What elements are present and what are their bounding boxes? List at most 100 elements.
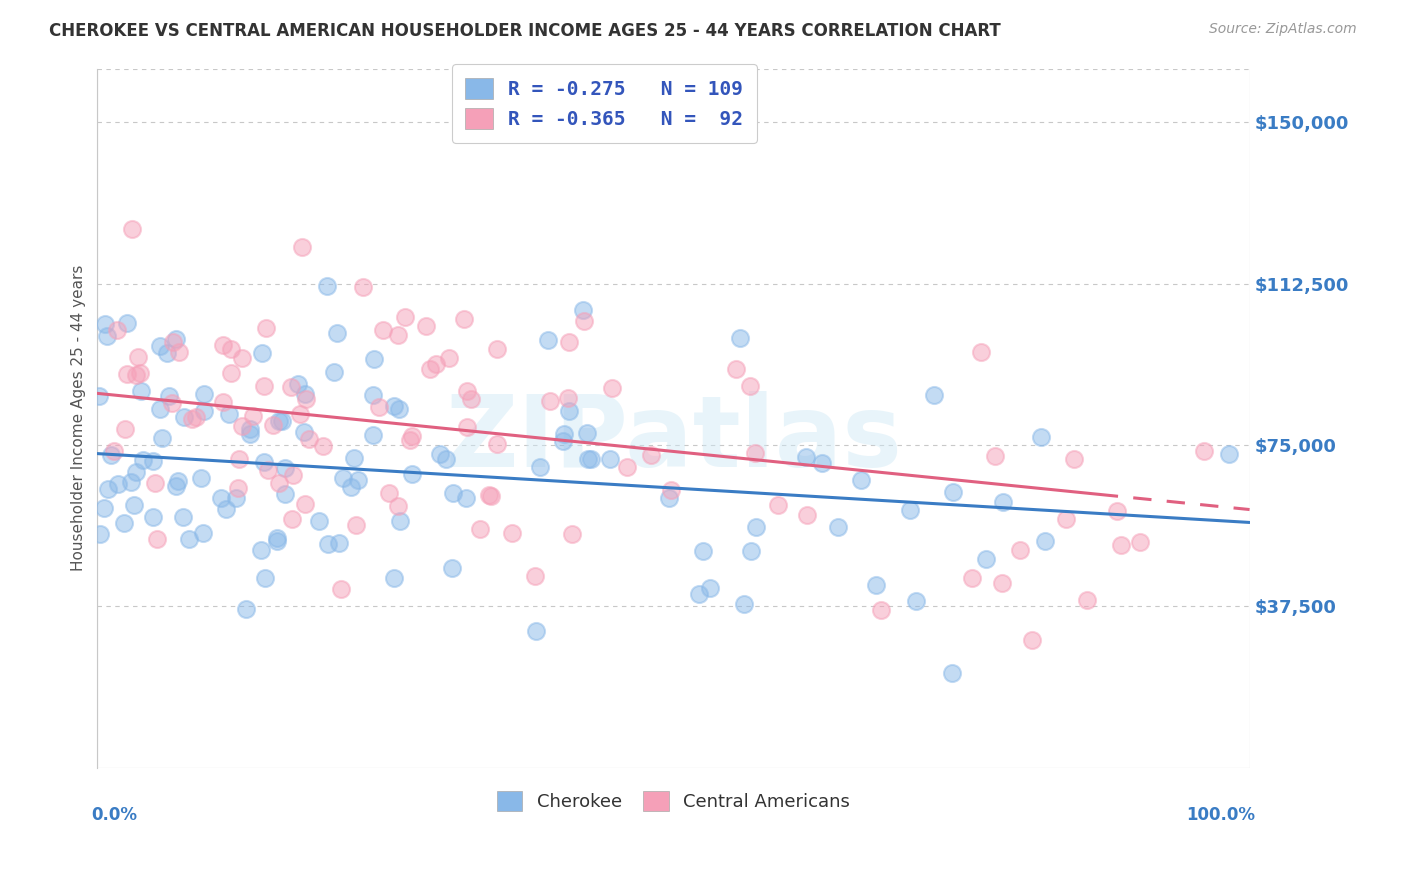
- Point: [332, 471, 354, 485]
- Point: [440, 560, 463, 574]
- Point: [941, 666, 963, 681]
- Point: [221, 366, 243, 380]
- Point: [419, 362, 441, 376]
- Point: [865, 578, 887, 592]
- Point: [115, 317, 138, 331]
- Point: [558, 404, 581, 418]
- Point: [149, 401, 172, 416]
- Point: [344, 518, 367, 533]
- Point: [312, 439, 335, 453]
- Point: [315, 279, 337, 293]
- Point: [253, 571, 276, 585]
- Point: [371, 323, 394, 337]
- Point: [984, 449, 1007, 463]
- Point: [453, 312, 475, 326]
- Point: [1129, 534, 1152, 549]
- Point: [226, 481, 249, 495]
- Point: [262, 417, 284, 432]
- Point: [115, 368, 138, 382]
- Point: [460, 392, 482, 407]
- Point: [124, 498, 146, 512]
- Point: [969, 344, 991, 359]
- Point: [689, 587, 711, 601]
- Point: [267, 415, 290, 429]
- Point: [228, 451, 250, 466]
- Point: [1054, 512, 1077, 526]
- Point: [105, 323, 128, 337]
- Point: [600, 381, 623, 395]
- Point: [401, 467, 423, 482]
- Point: [363, 388, 385, 402]
- Point: [184, 410, 207, 425]
- Point: [295, 392, 318, 406]
- Point: [142, 454, 165, 468]
- Point: [193, 525, 215, 540]
- Point: [156, 346, 179, 360]
- Point: [796, 450, 818, 464]
- Point: [616, 460, 638, 475]
- Point: [270, 414, 292, 428]
- Point: [150, 432, 173, 446]
- Point: [209, 491, 232, 505]
- Point: [429, 447, 451, 461]
- Point: [599, 452, 621, 467]
- Point: [1063, 452, 1085, 467]
- Point: [415, 319, 437, 334]
- Point: [340, 480, 363, 494]
- Point: [557, 391, 579, 405]
- Point: [235, 602, 257, 616]
- Point: [129, 384, 152, 399]
- Point: [538, 393, 561, 408]
- Point: [157, 389, 180, 403]
- Point: [94, 317, 117, 331]
- Point: [131, 452, 153, 467]
- Point: [292, 425, 315, 439]
- Point: [991, 495, 1014, 509]
- Point: [572, 302, 595, 317]
- Point: [576, 425, 599, 440]
- Text: ZIPatlas: ZIPatlas: [446, 391, 901, 488]
- Point: [851, 473, 873, 487]
- Point: [173, 409, 195, 424]
- Point: [745, 520, 768, 534]
- Point: [456, 384, 478, 398]
- Point: [1033, 533, 1056, 548]
- Point: [922, 388, 945, 402]
- Point: [294, 497, 316, 511]
- Point: [193, 386, 215, 401]
- Point: [231, 351, 253, 365]
- Point: [827, 520, 849, 534]
- Point: [212, 338, 235, 352]
- Point: [326, 326, 349, 340]
- Point: [252, 379, 274, 393]
- Text: Source: ZipAtlas.com: Source: ZipAtlas.com: [1209, 22, 1357, 37]
- Point: [267, 476, 290, 491]
- Point: [172, 510, 194, 524]
- Point: [273, 486, 295, 500]
- Point: [434, 451, 457, 466]
- Point: [97, 483, 120, 497]
- Point: [478, 488, 501, 502]
- Point: [1111, 538, 1133, 552]
- Text: 0.0%: 0.0%: [91, 806, 138, 824]
- Point: [215, 502, 238, 516]
- Point: [180, 412, 202, 426]
- Point: [1021, 632, 1043, 647]
- Point: [165, 478, 187, 492]
- Point: [576, 452, 599, 467]
- Point: [87, 389, 110, 403]
- Point: [388, 514, 411, 528]
- Point: [343, 450, 366, 465]
- Point: [387, 327, 409, 342]
- Point: [316, 536, 339, 550]
- Point: [252, 346, 274, 360]
- Point: [93, 501, 115, 516]
- Point: [574, 314, 596, 328]
- Point: [437, 351, 460, 365]
- Point: [479, 489, 502, 503]
- Point: [127, 351, 149, 365]
- Text: 100.0%: 100.0%: [1187, 806, 1256, 824]
- Point: [974, 551, 997, 566]
- Point: [898, 502, 921, 516]
- Y-axis label: Householder Income Ages 25 - 44 years: Householder Income Ages 25 - 44 years: [72, 265, 86, 571]
